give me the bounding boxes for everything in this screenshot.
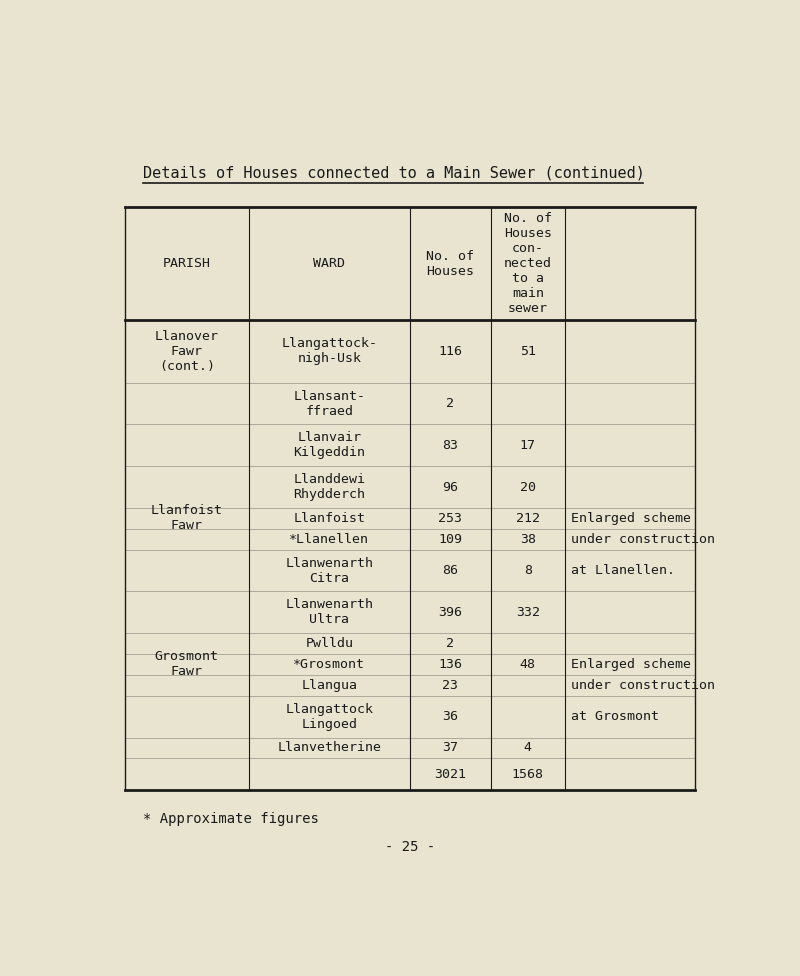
Text: 3021: 3021 xyxy=(434,767,466,781)
Text: at Llanellen.: at Llanellen. xyxy=(571,564,675,577)
Text: Llangattock
Lingoed: Llangattock Lingoed xyxy=(286,703,374,731)
Text: Pwlldu: Pwlldu xyxy=(306,637,354,650)
Text: WARD: WARD xyxy=(314,257,346,270)
Text: 2: 2 xyxy=(446,637,454,650)
Text: 37: 37 xyxy=(442,742,458,754)
Text: 51: 51 xyxy=(520,345,536,358)
Text: 20: 20 xyxy=(520,480,536,494)
Text: Llansant-
ffraed: Llansant- ffraed xyxy=(294,389,366,418)
Text: 38: 38 xyxy=(520,533,536,546)
Text: Llanddewi
Rhydderch: Llanddewi Rhydderch xyxy=(294,473,366,501)
Text: Llangattock-
nigh-Usk: Llangattock- nigh-Usk xyxy=(282,338,378,365)
Text: 396: 396 xyxy=(438,606,462,619)
Text: 36: 36 xyxy=(442,711,458,723)
Text: No. of
Houses
con-
nected
to a
main
sewer: No. of Houses con- nected to a main sewe… xyxy=(504,212,552,315)
Text: Llangua: Llangua xyxy=(302,679,358,692)
Text: *Llanellen: *Llanellen xyxy=(290,533,370,546)
Text: PARISH: PARISH xyxy=(163,257,211,270)
Text: 48: 48 xyxy=(520,658,536,671)
Text: 253: 253 xyxy=(438,511,462,525)
Text: 96: 96 xyxy=(442,480,458,494)
Text: Enlarged scheme: Enlarged scheme xyxy=(571,658,691,671)
Text: 116: 116 xyxy=(438,345,462,358)
Text: Details of Houses connected to a Main Sewer (continued): Details of Houses connected to a Main Se… xyxy=(143,166,646,181)
Text: Llanwenarth
Citra: Llanwenarth Citra xyxy=(286,556,374,585)
Text: 1568: 1568 xyxy=(512,767,544,781)
Text: 4: 4 xyxy=(524,742,532,754)
Text: No. of
Houses: No. of Houses xyxy=(426,250,474,277)
Text: 17: 17 xyxy=(520,439,536,452)
Text: at Grosmont: at Grosmont xyxy=(571,711,659,723)
Text: under construction: under construction xyxy=(571,533,715,546)
Text: * Approximate figures: * Approximate figures xyxy=(143,812,319,827)
Text: Llanfoist: Llanfoist xyxy=(294,511,366,525)
Text: 83: 83 xyxy=(442,439,458,452)
Text: 212: 212 xyxy=(516,511,540,525)
Text: *Grosmont: *Grosmont xyxy=(294,658,366,671)
Text: 8: 8 xyxy=(524,564,532,577)
Text: 23: 23 xyxy=(442,679,458,692)
Text: under construction: under construction xyxy=(571,679,715,692)
Text: 2: 2 xyxy=(446,397,454,410)
Text: Grosmont
Fawr: Grosmont Fawr xyxy=(155,650,219,678)
Text: 136: 136 xyxy=(438,658,462,671)
Text: Llanvair
Kilgeddin: Llanvair Kilgeddin xyxy=(294,431,366,460)
Text: Llanover
Fawr
(cont.): Llanover Fawr (cont.) xyxy=(155,330,219,373)
Text: 109: 109 xyxy=(438,533,462,546)
Text: Enlarged scheme: Enlarged scheme xyxy=(571,511,691,525)
Text: 332: 332 xyxy=(516,606,540,619)
Text: - 25 -: - 25 - xyxy=(385,839,435,854)
Text: 86: 86 xyxy=(442,564,458,577)
Text: Llanfoist
Fawr: Llanfoist Fawr xyxy=(151,505,222,532)
Text: Llanvetherine: Llanvetherine xyxy=(278,742,382,754)
Text: Llanwenarth
Ultra: Llanwenarth Ultra xyxy=(286,598,374,627)
